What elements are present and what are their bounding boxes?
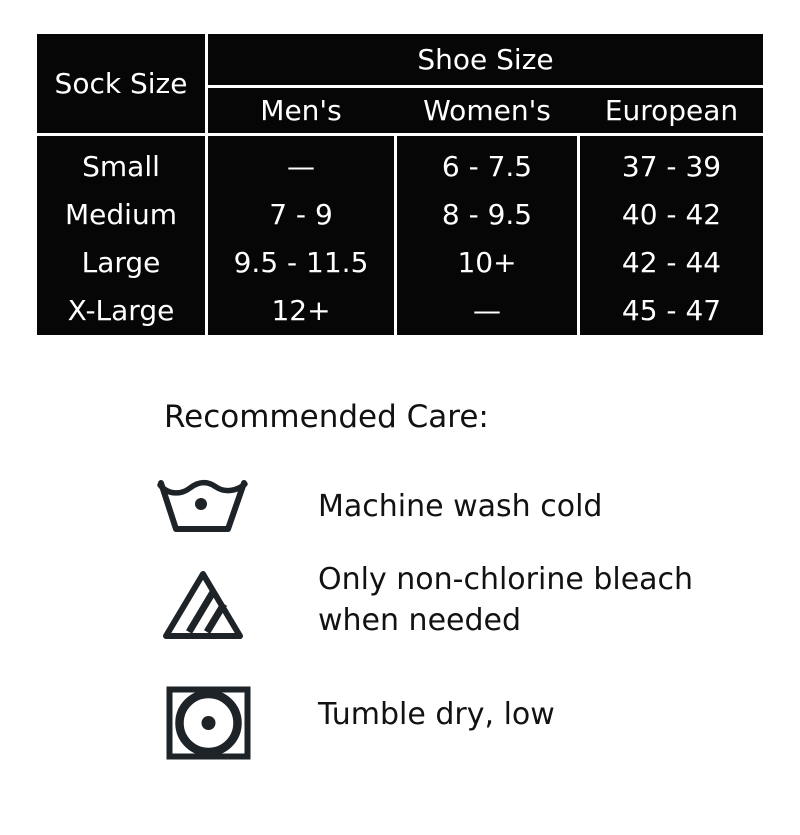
european-column: 37 - 39 40 - 42 42 - 44 45 - 47 — [580, 136, 763, 335]
tumble-dry-low-icon — [166, 686, 251, 760]
table-cell-mens-large: 9.5 - 11.5 — [233, 246, 369, 280]
sock-size-header-cell: Sock Size — [37, 34, 205, 133]
non-chlorine-bleach-icon — [163, 571, 243, 639]
sock-size-header-label: Sock Size — [54, 67, 188, 100]
sock-size-table: Sock Size Shoe Size Men's Women's Europe… — [37, 34, 763, 335]
table-cell-xlarge-label: X-Large — [67, 294, 175, 328]
mens-header-cell: Men's — [260, 94, 342, 127]
table-cell-mens-small: — — [287, 149, 315, 183]
womens-header-cell: Women's — [423, 94, 551, 127]
machine-wash-cold-icon — [157, 479, 248, 532]
mens-column: — 7 - 9 9.5 - 11.5 12+ — [208, 136, 394, 335]
table-cell-european-medium: 40 - 42 — [621, 197, 722, 231]
table-cell-small-label: Small — [82, 149, 160, 183]
shoe-size-subheader-row: Men's Women's European — [208, 88, 763, 133]
care-label-tumble-dry: Tumble dry, low — [318, 697, 555, 732]
care-label-non-chlorine-bleach: Only non-chlorine bleach when needed — [318, 562, 694, 638]
womens-column: 6 - 7.5 8 - 9.5 10+ — — [397, 136, 577, 335]
table-cell-mens-xlarge: 12+ — [271, 294, 331, 328]
table-cell-mens-medium: 7 - 9 — [269, 197, 333, 231]
table-cell-womens-small: 6 - 7.5 — [441, 149, 533, 183]
care-label-machine-wash: Machine wash cold — [318, 489, 603, 524]
table-cell-womens-large: 10+ — [457, 246, 517, 280]
table-cell-european-xlarge: 45 - 47 — [621, 294, 722, 328]
table-cell-womens-xlarge: — — [473, 294, 501, 328]
shoe-size-header-cell: Shoe Size — [208, 34, 763, 85]
table-cell-large-label: Large — [81, 246, 161, 280]
table-cell-european-small: 37 - 39 — [621, 149, 722, 183]
sock-size-column: Small Medium Large X-Large — [37, 136, 205, 335]
table-cell-womens-medium: 8 - 9.5 — [441, 197, 533, 231]
european-header-cell: European — [604, 94, 739, 127]
table-cell-european-large: 42 - 44 — [621, 246, 722, 280]
table-cell-medium-label: Medium — [65, 197, 177, 231]
shoe-size-header-label: Shoe Size — [417, 43, 554, 76]
care-heading: Recommended Care: — [164, 399, 489, 435]
